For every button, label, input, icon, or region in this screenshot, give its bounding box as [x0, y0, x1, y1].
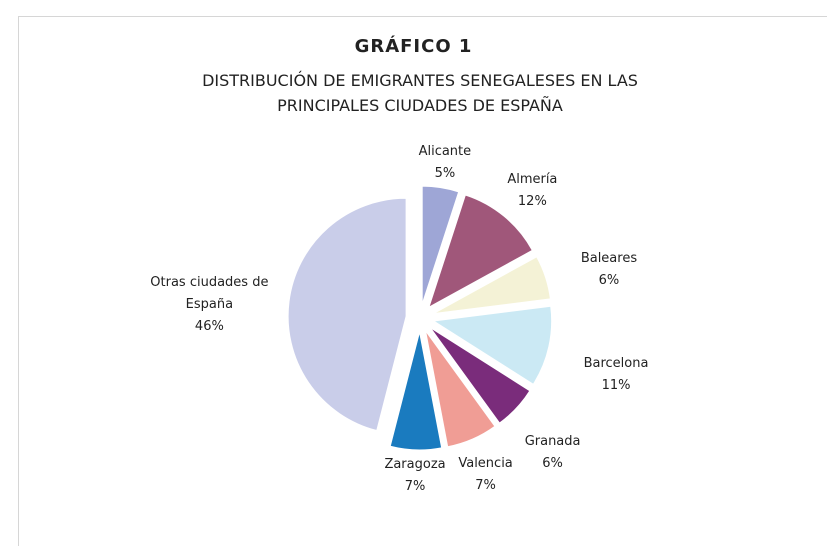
slice-name: Alicante — [418, 144, 472, 160]
slice-name: Valencia — [458, 456, 513, 472]
slice-value: 12% — [517, 194, 547, 210]
slice-label: Zaragoza 7% — [345, 454, 485, 498]
slice-label: Barcelona 11% — [546, 353, 686, 397]
slice-value: 11% — [601, 378, 631, 394]
chart — [287, 185, 553, 451]
slice-value: 5% — [434, 166, 456, 182]
slice-label: Almería 12% — [462, 169, 602, 213]
slice-value: 6% — [542, 455, 563, 471]
pie-slice — [432, 305, 553, 385]
slice-name: Zaragoza — [384, 457, 446, 473]
pie-slice — [421, 185, 460, 305]
slice-name: Barcelona — [583, 356, 649, 372]
frame — [18, 16, 827, 546]
chart-subtitle: DISTRIBUCIÓN DE EMIGRANTES SENEGALESES E… — [202, 71, 638, 115]
slice-label: Otras ciudades de España 46% — [144, 272, 274, 338]
slice-name: Granada — [524, 433, 581, 449]
page: GRÁFICO 1 DISTRIBUCIÓN DE EMIGRANTES SEN… — [18, 16, 827, 546]
slice-value: 6% — [598, 272, 620, 288]
chart-title: GRÁFICO 1 — [354, 36, 473, 57]
pie-slice — [425, 330, 496, 448]
slice-value: 46% — [194, 319, 224, 335]
slice-name: Baleares — [580, 250, 638, 266]
pie-slice — [433, 256, 551, 315]
slice-label: Granada 6% — [483, 431, 623, 475]
slice-label: Baleares 6% — [539, 248, 679, 292]
pie-slice — [428, 194, 534, 309]
slice-name: Almería — [507, 172, 558, 188]
pie-slice — [287, 197, 407, 432]
pie-slice — [389, 331, 443, 451]
slice-label: Alicante 5% — [375, 141, 515, 185]
pie-slice — [429, 327, 531, 424]
slice-value: 7% — [404, 479, 426, 495]
slice-name: Otras ciudades de España — [150, 275, 269, 313]
slice-label: Valencia 7% — [416, 453, 556, 497]
slice-value: 7% — [475, 478, 496, 494]
